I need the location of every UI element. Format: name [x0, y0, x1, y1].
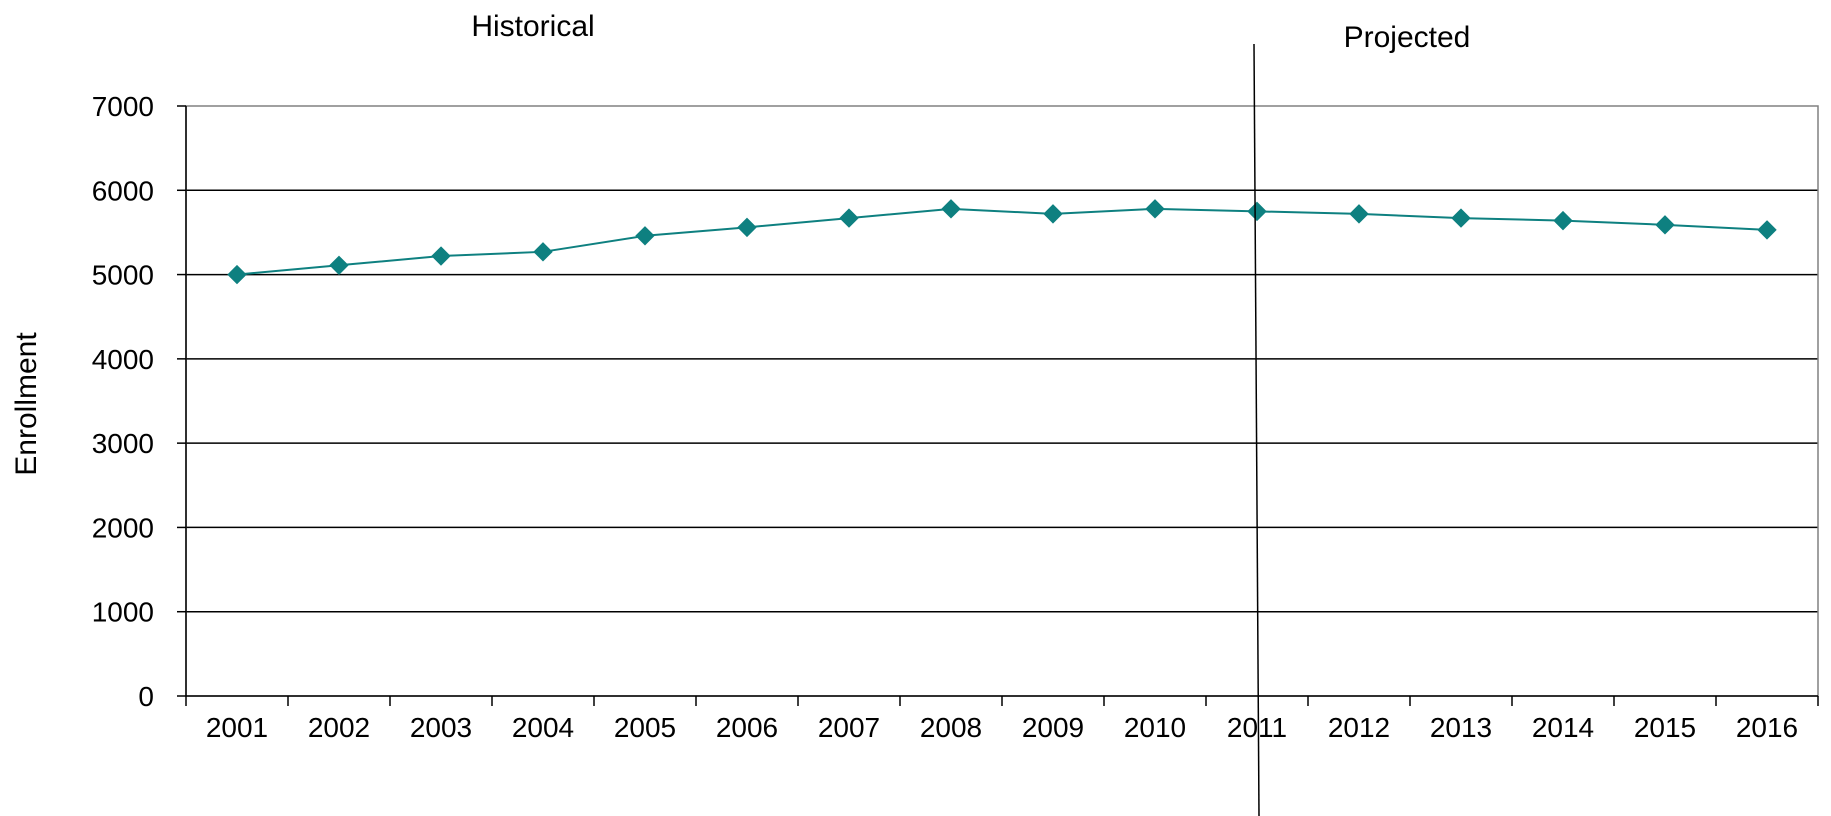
y-tick-label-1000: 1000 — [92, 597, 154, 628]
data-point-2013 — [1451, 208, 1471, 228]
x-tick-label-2006: 2006 — [716, 712, 778, 743]
y-tick-labels: 0 1000 2000 3000 4000 5000 6000 7000 — [92, 91, 154, 712]
historical-projected-divider — [1253, 43, 1260, 816]
historical-label: Historical — [471, 10, 594, 43]
data-point-2005 — [635, 226, 655, 246]
x-tick-label-2004: 2004 — [512, 712, 574, 743]
y-tick-label-5000: 5000 — [92, 260, 154, 291]
data-point-2011 — [1247, 201, 1267, 222]
projected-label: Projected — [1344, 21, 1471, 54]
series-group — [227, 199, 1777, 285]
y-tick-label-4000: 4000 — [92, 344, 154, 375]
data-point-2001 — [227, 264, 247, 285]
data-point-2009 — [1043, 204, 1063, 224]
y-tick-label-2000: 2000 — [92, 512, 154, 543]
data-point-2002 — [329, 255, 349, 276]
data-point-2004 — [533, 242, 553, 262]
x-tick-label-2011: 2011 — [1227, 712, 1287, 743]
data-point-2003 — [431, 246, 451, 266]
x-tick-label-2013: 2013 — [1430, 712, 1492, 743]
y-tick-label-7000: 7000 — [92, 91, 154, 122]
data-point-2008 — [941, 199, 961, 219]
data-point-2014 — [1553, 210, 1573, 231]
y-tick-label-3000: 3000 — [92, 428, 154, 459]
x-tick-label-2003: 2003 — [410, 712, 472, 743]
data-point-2010 — [1145, 199, 1165, 219]
x-tick-label-2012: 2012 — [1328, 712, 1390, 743]
x-tick-label-2015: 2015 — [1634, 712, 1696, 743]
data-point-2012 — [1349, 204, 1369, 224]
y-tick-label-6000: 6000 — [92, 175, 154, 206]
gridlines — [186, 189, 1818, 613]
data-point-2015 — [1655, 215, 1675, 235]
x-tick-label-2001: 2001 — [206, 712, 268, 743]
x-tick-label-2002: 2002 — [308, 712, 370, 743]
data-point-2007 — [839, 208, 859, 228]
x-tick-label-2005: 2005 — [614, 712, 676, 743]
series-line — [236, 207, 1768, 276]
plot-frame — [185, 105, 1819, 697]
x-tick-label-2014: 2014 — [1532, 712, 1594, 743]
x-tick-label-2008: 2008 — [920, 712, 982, 743]
data-point-2016 — [1757, 220, 1777, 240]
x-tick-label-2007: 2007 — [818, 712, 880, 743]
x-tick-label-2010: 2010 — [1124, 712, 1186, 743]
x-tick-label-2009: 2009 — [1022, 712, 1084, 743]
y-axis-label: Enrollment — [10, 332, 43, 476]
axes — [177, 105, 1819, 706]
x-tick-labels: 2001 2002 2003 2004 2005 2006 2007 2008 2009 2010… — [206, 712, 1798, 743]
x-tick-label-2016: 2016 — [1736, 712, 1798, 743]
y-tick-label-0: 0 — [138, 681, 154, 712]
data-point-2006 — [737, 217, 757, 238]
